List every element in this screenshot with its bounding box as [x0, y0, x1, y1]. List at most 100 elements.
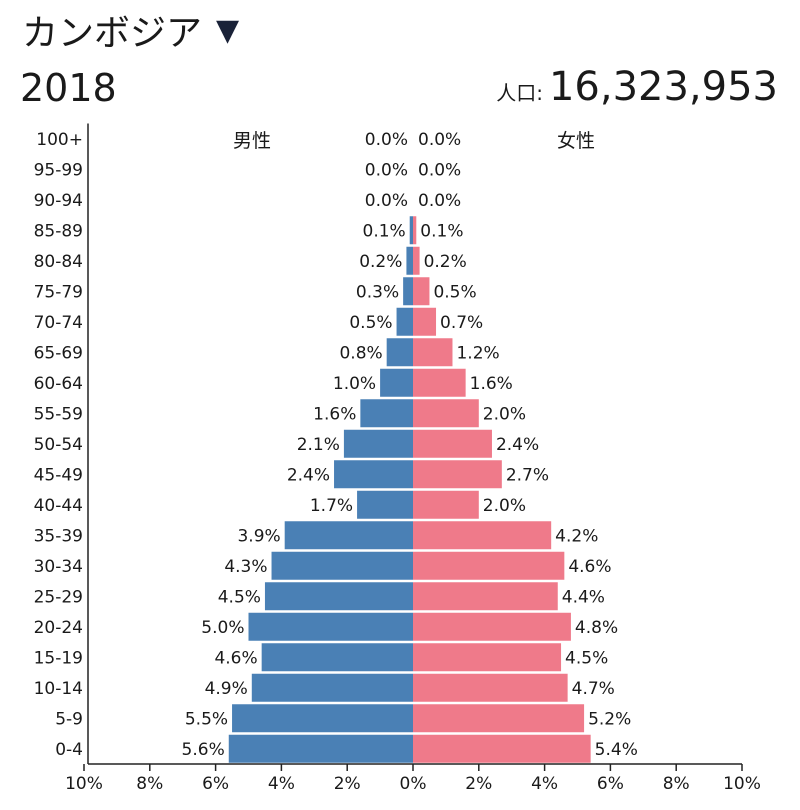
age-group-label: 60-64	[34, 374, 83, 394]
male-value-label: 0.5%	[349, 313, 392, 333]
age-group-label: 15-19	[34, 648, 83, 668]
female-bar	[413, 490, 479, 519]
x-tick-label: 8%	[663, 774, 690, 794]
x-tick-label: 8%	[136, 774, 163, 794]
female-bar	[413, 246, 420, 275]
male-value-label: 3.9%	[237, 526, 280, 546]
age-group-label: 40-44	[34, 496, 83, 516]
age-group-label: 30-34	[34, 557, 83, 577]
male-value-label: 0.1%	[363, 221, 406, 241]
age-group-label: 100+	[36, 130, 83, 150]
female-bar	[413, 521, 552, 550]
age-group-label: 10-14	[34, 679, 83, 699]
male-bar	[271, 551, 413, 580]
female-bar	[413, 307, 437, 336]
male-bar	[334, 460, 413, 489]
female-bar	[413, 704, 585, 733]
male-bar	[284, 521, 413, 550]
age-group-label: 85-89	[34, 221, 83, 241]
male-value-label: 2.1%	[297, 435, 340, 455]
x-tick-label: 10%	[723, 774, 761, 794]
age-group-label: 0-4	[55, 740, 83, 760]
male-bar	[232, 704, 413, 733]
male-bar	[357, 490, 413, 519]
female-value-label: 1.2%	[456, 343, 499, 363]
male-value-label: 4.9%	[205, 679, 248, 699]
male-bar	[228, 734, 413, 763]
female-value-label: 4.4%	[562, 587, 605, 607]
female-value-label: 0.0%	[418, 130, 461, 150]
female-value-label: 0.5%	[433, 282, 476, 302]
female-value-label: 1.6%	[470, 374, 513, 394]
male-value-label: 1.7%	[310, 496, 353, 516]
female-value-label: 2.7%	[506, 465, 549, 485]
male-bar	[360, 399, 413, 428]
female-value-label: 2.4%	[496, 435, 539, 455]
male-value-label: 0.0%	[365, 130, 408, 150]
country-name: カンボジア	[22, 13, 203, 54]
female-label: 女性	[557, 130, 595, 152]
x-tick-label: 2%	[465, 774, 492, 794]
x-tick-label: 6%	[202, 774, 229, 794]
male-value-label: 4.6%	[214, 648, 257, 668]
female-value-label: 4.8%	[575, 618, 618, 638]
male-bar	[380, 368, 413, 397]
male-value-label: 5.0%	[201, 618, 244, 638]
population: 人口: 16,323,953	[496, 64, 778, 110]
male-value-label: 0.0%	[365, 160, 408, 180]
male-bar	[261, 643, 413, 672]
male-bar	[251, 673, 413, 702]
male-bar	[396, 307, 413, 336]
female-bar	[413, 429, 492, 458]
x-tick-label: 2%	[334, 774, 361, 794]
x-tick-label: 4%	[531, 774, 558, 794]
age-group-label: 50-54	[34, 435, 83, 455]
male-bar	[406, 246, 413, 275]
male-bar	[264, 582, 413, 611]
male-value-label: 4.5%	[218, 587, 261, 607]
age-group-label: 25-29	[34, 587, 83, 607]
female-bar	[413, 460, 502, 489]
female-bar	[413, 399, 479, 428]
age-group-label: 45-49	[34, 465, 83, 485]
male-value-label: 1.6%	[313, 404, 356, 424]
female-bar	[413, 368, 466, 397]
male-bar	[403, 277, 413, 306]
female-bar	[413, 673, 568, 702]
male-value-label: 2.4%	[287, 465, 330, 485]
dropdown-arrow-icon: ▼	[216, 12, 240, 48]
male-value-label: 1.0%	[333, 374, 376, 394]
country-selector[interactable]: カンボジア ▼	[22, 4, 239, 56]
male-value-label: 4.3%	[224, 557, 267, 577]
x-tick-label: 0%	[400, 774, 427, 794]
population-label: 人口:	[496, 81, 543, 105]
female-value-label: 0.0%	[418, 160, 461, 180]
age-group-label: 80-84	[34, 252, 83, 272]
age-group-label: 20-24	[34, 618, 83, 638]
age-group-label: 5-9	[55, 709, 83, 729]
age-group-label: 95-99	[34, 160, 83, 180]
female-value-label: 4.5%	[565, 648, 608, 668]
female-value-label: 2.0%	[483, 496, 526, 516]
x-tick-label: 6%	[597, 774, 624, 794]
female-value-label: 0.1%	[420, 221, 463, 241]
female-value-label: 5.4%	[595, 740, 638, 760]
x-tick-label: 10%	[65, 774, 103, 794]
female-bar	[413, 338, 453, 367]
age-group-label: 35-39	[34, 526, 83, 546]
male-value-label: 0.8%	[339, 343, 382, 363]
female-value-label: 2.0%	[483, 404, 526, 424]
x-tick-label: 4%	[268, 774, 295, 794]
age-group-label: 55-59	[34, 404, 83, 424]
female-bar	[413, 612, 571, 641]
male-value-label: 0.2%	[359, 252, 402, 272]
female-value-label: 4.2%	[555, 526, 598, 546]
female-bar	[413, 277, 430, 306]
female-bar	[413, 643, 562, 672]
male-value-label: 5.6%	[182, 740, 225, 760]
female-value-label: 0.2%	[424, 252, 467, 272]
year-label: 2018	[20, 66, 117, 110]
age-group-label: 65-69	[34, 343, 83, 363]
female-value-label: 4.6%	[568, 557, 611, 577]
